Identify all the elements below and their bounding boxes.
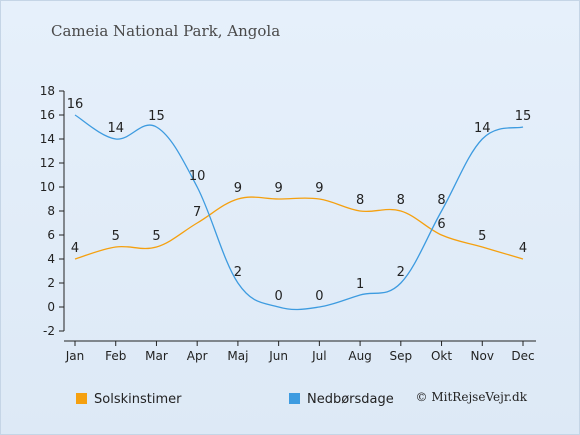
- legend-label-0: Solskinstimer: [94, 392, 182, 407]
- y-tick-label: 4: [47, 252, 55, 266]
- y-tick-label: -2: [43, 324, 55, 338]
- legend-swatch-0: [76, 393, 87, 404]
- data-label-0: 8: [356, 193, 364, 208]
- y-tick-label: 8: [47, 204, 55, 218]
- data-label-0: 5: [152, 229, 160, 244]
- legend-label-1: Nedbørsdage: [307, 392, 394, 407]
- data-label-1: 0: [274, 289, 282, 304]
- x-tick-label: Jul: [311, 349, 326, 363]
- y-tick-label: 10: [40, 180, 55, 194]
- data-label-0: 9: [234, 181, 242, 196]
- data-label-1: 14: [107, 121, 124, 136]
- x-tick-label: Feb: [105, 349, 126, 363]
- data-label-0: 6: [437, 217, 445, 232]
- data-label-1: 10: [189, 169, 206, 184]
- data-label-1: 0: [315, 289, 323, 304]
- data-label-1: 8: [437, 193, 445, 208]
- x-tick-label: Sep: [390, 349, 413, 363]
- data-label-1: 16: [67, 97, 84, 112]
- data-label-1: 15: [148, 109, 165, 124]
- x-tick-label: Mar: [145, 349, 168, 363]
- copyright-text: © MitRejseVejr.dk: [415, 390, 527, 404]
- x-tick-label: Nov: [471, 349, 494, 363]
- x-tick-label: Jun: [268, 349, 288, 363]
- legend: Solskinstimer Nedbørsdage: [76, 392, 394, 407]
- series-lines: [74, 114, 524, 311]
- x-tick-label: Jan: [65, 349, 85, 363]
- series-line-0: [74, 196, 524, 260]
- data-label-0: 5: [112, 229, 120, 244]
- y-tick-label: 2: [47, 276, 55, 290]
- data-label-0: 9: [274, 181, 282, 196]
- data-label-0: 9: [315, 181, 323, 196]
- data-label-0: 4: [519, 241, 527, 256]
- x-tick-label: Okt: [431, 349, 452, 363]
- data-label-1: 2: [397, 265, 405, 280]
- y-tick-label: 16: [40, 108, 55, 122]
- x-tick-label: Apr: [187, 349, 208, 363]
- series-line-1: [74, 114, 524, 311]
- data-label-0: 7: [193, 205, 201, 220]
- data-label-1: 1: [356, 277, 364, 292]
- x-tick-label: Dec: [511, 349, 534, 363]
- data-labels: 4 5 5 7 9 9 9 8 8 6 5 4 16 14 15 10 2 0 0 1 2 8 14 15: [67, 97, 532, 304]
- data-label-0: 8: [397, 193, 405, 208]
- legend-swatch-1: [289, 393, 300, 404]
- data-label-1: 14: [474, 121, 491, 136]
- y-tick-label: 14: [40, 132, 55, 146]
- data-label-1: 2: [234, 265, 242, 280]
- x-tick-label: Maj: [227, 349, 248, 363]
- data-label-0: 5: [478, 229, 486, 244]
- y-tick-label: 18: [40, 84, 55, 98]
- y-tick-label: 0: [47, 300, 55, 314]
- data-label-1: 15: [515, 109, 532, 124]
- chart-title: Cameia National Park, Angola: [51, 22, 281, 40]
- x-tick-label: Aug: [348, 349, 371, 363]
- y-tick-label: 6: [47, 228, 55, 242]
- y-tick-label: 12: [40, 156, 55, 170]
- data-label-0: 4: [71, 241, 79, 256]
